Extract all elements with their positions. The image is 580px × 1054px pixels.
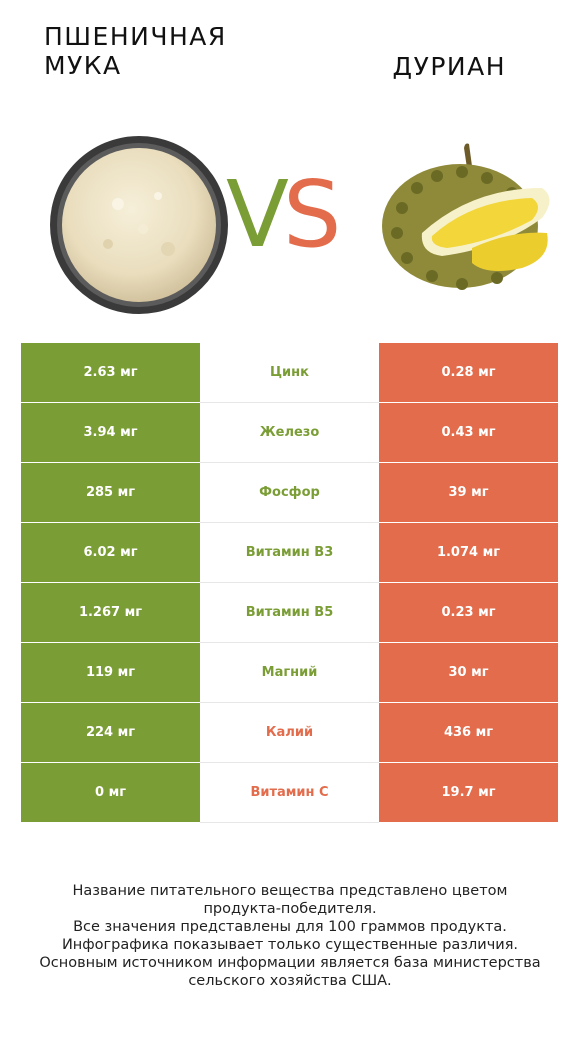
- left-value: 285 мг: [21, 463, 200, 523]
- table-row: 285 мг Фосфор 39 мг: [21, 463, 558, 523]
- table-row: 1.267 мг Витамин B5 0.23 мг: [21, 583, 558, 643]
- left-value: 224 мг: [21, 703, 200, 763]
- left-value: 1.267 мг: [21, 583, 200, 643]
- left-value: 119 мг: [21, 643, 200, 703]
- right-value: 436 мг: [379, 703, 558, 763]
- nutrient-name: Цинк: [200, 343, 379, 403]
- comparison-table: 2.63 мг Цинк 0.28 мг 3.94 мг Железо 0.43…: [21, 343, 558, 823]
- table-row: 0 мг Витамин C 19.7 мг: [21, 763, 558, 823]
- footer-line: Основным источником информации является …: [39, 955, 541, 971]
- left-product-title: Пшеничная мука: [44, 22, 264, 80]
- table-row: 6.02 мг Витамин B3 1.074 мг: [21, 523, 558, 583]
- footer-line: сельского хозяйства США.: [188, 973, 392, 989]
- right-value: 39 мг: [379, 463, 558, 523]
- vs-letter-v: V: [226, 161, 289, 268]
- table-row: 3.94 мг Железо 0.43 мг: [21, 403, 558, 463]
- footer-line: Инфографика показывает только существенн…: [61, 937, 519, 953]
- left-title-line-1: Пшеничная: [44, 22, 227, 51]
- footer-line: продукта-победителя.: [203, 901, 377, 917]
- vs-letter-s: S: [282, 161, 342, 268]
- left-value: 6.02 мг: [21, 523, 200, 583]
- right-value: 0.43 мг: [379, 403, 558, 463]
- footer-notes: Название питательного вещества представл…: [20, 882, 560, 990]
- footer-line: Все значения представлены для 100 граммо…: [73, 919, 507, 935]
- left-value: 2.63 мг: [21, 343, 200, 403]
- right-product-title: Дуриан: [392, 52, 506, 81]
- right-value: 30 мг: [379, 643, 558, 703]
- nutrient-name: Калий: [200, 703, 379, 763]
- nutrient-name: Витамин B5: [200, 583, 379, 643]
- wheat-flour-bowl-image: [50, 136, 228, 314]
- right-value: 0.28 мг: [379, 343, 558, 403]
- table-row: 2.63 мг Цинк 0.28 мг: [21, 343, 558, 403]
- nutrient-name: Магний: [200, 643, 379, 703]
- nutrient-name: Витамин B3: [200, 523, 379, 583]
- durian-image: [382, 143, 550, 290]
- right-value: 19.7 мг: [379, 763, 558, 823]
- nutrient-name: Фосфор: [200, 463, 379, 523]
- nutrient-name: Железо: [200, 403, 379, 463]
- nutrient-name: Витамин C: [200, 763, 379, 823]
- left-value: 0 мг: [21, 763, 200, 823]
- right-value: 0.23 мг: [379, 583, 558, 643]
- left-value: 3.94 мг: [21, 403, 200, 463]
- vs-label: VS: [226, 165, 356, 265]
- right-value: 1.074 мг: [379, 523, 558, 583]
- table-row: 224 мг Калий 436 мг: [21, 703, 558, 763]
- left-title-line-2: мука: [44, 51, 122, 80]
- table-row: 119 мг Магний 30 мг: [21, 643, 558, 703]
- footer-line: Название питательного вещества представл…: [72, 883, 508, 899]
